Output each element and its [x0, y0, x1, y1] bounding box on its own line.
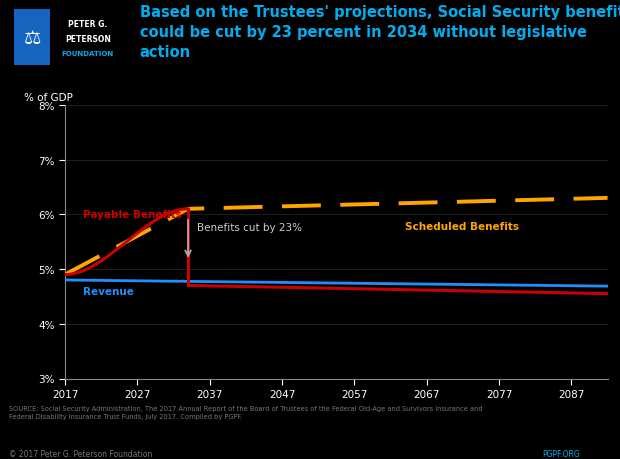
- Text: % of GDP: % of GDP: [24, 93, 73, 103]
- FancyBboxPatch shape: [14, 10, 50, 66]
- Text: PETER G.: PETER G.: [68, 20, 107, 29]
- Text: Based on the Trustees' projections, Social Security benefits
could be cut by 23 : Based on the Trustees' projections, Soci…: [140, 5, 620, 60]
- Text: Scheduled Benefits: Scheduled Benefits: [405, 222, 519, 231]
- Text: Benefits cut by 23%: Benefits cut by 23%: [197, 222, 302, 232]
- Text: PETERSON: PETERSON: [65, 35, 111, 44]
- Text: ⚖: ⚖: [24, 30, 41, 49]
- Text: Payable Benefits: Payable Benefits: [83, 210, 182, 219]
- Text: Revenue: Revenue: [83, 286, 134, 296]
- Text: © 2017 Peter G. Peterson Foundation: © 2017 Peter G. Peterson Foundation: [9, 449, 153, 458]
- Text: FOUNDATION: FOUNDATION: [62, 51, 114, 57]
- Text: PGPF.ORG: PGPF.ORG: [542, 449, 580, 458]
- Text: SOURCE: Social Security Administration, The 2017 Annual Report of the Board of T: SOURCE: Social Security Administration, …: [9, 405, 483, 419]
